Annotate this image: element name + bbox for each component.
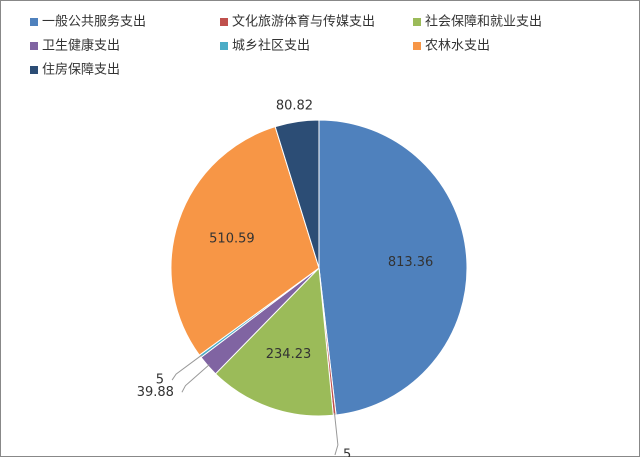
pie-slice [170,126,320,356]
legend-swatch [220,18,228,26]
data-label: 39.88 [137,385,174,400]
legend-label: 农林水支出 [425,39,490,54]
data-label: 234.23 [266,347,312,362]
pie-slice [318,119,468,416]
legend-swatch [220,42,228,50]
data-label: 510.59 [209,232,255,247]
legend-label: 卫生健康支出 [42,38,120,54]
legend-swatch [413,18,421,26]
leader-line [181,364,210,393]
legend-swatch [30,66,38,74]
legend-label: 文化旅游体育与传媒支出 [232,14,375,30]
legend-label: 一般公共服务支出 [42,14,146,30]
pie-slice [214,266,334,417]
data-label: 5 [343,447,351,457]
legend-label: 住房保障支出 [42,62,120,78]
legend-label: 社会保障和就业支出 [425,14,542,30]
data-label: 80.82 [276,98,313,113]
legend-label: 城乡社区支出 [232,38,310,54]
legend-swatch [413,42,421,50]
data-label: 5 [156,373,164,388]
leader-line [333,413,339,456]
legend-swatch [30,42,38,50]
data-label: 813.36 [388,255,434,270]
pie-slice [274,119,320,269]
leader-line [171,354,203,381]
legend-swatch [30,18,38,26]
